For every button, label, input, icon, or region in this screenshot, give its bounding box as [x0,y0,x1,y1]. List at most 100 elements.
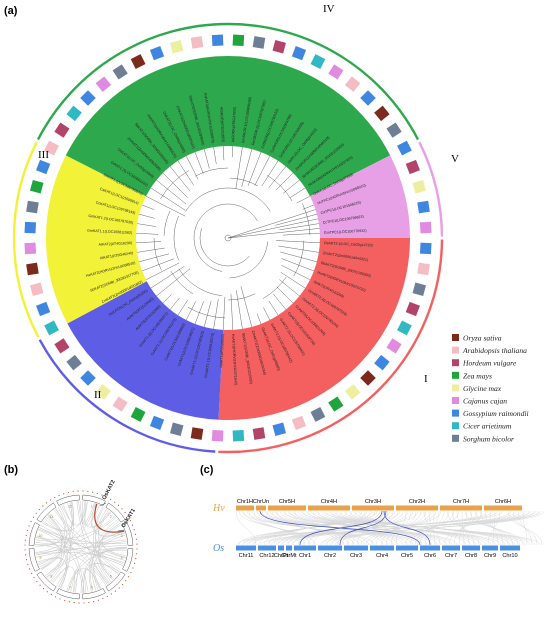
species-square [130,407,146,422]
species-square [328,64,344,80]
hv-chromosome-label: Chr2H [409,499,425,505]
tree-internal-arc [160,170,190,200]
species-square [211,429,224,442]
hv-chromosome [484,505,522,511]
synteny-link [50,501,74,582]
tree-branch [227,209,316,239]
clade-sectors [46,55,410,420]
synteny-link [38,528,126,561]
tree-branch [150,187,186,211]
tick-mark [133,529,135,531]
tree-branch [145,262,180,280]
legend-swatch [452,371,459,379]
species-square [190,427,204,440]
chromosome-ideogram [36,571,57,592]
species-square [80,370,96,386]
chromosome-label: 3 [121,534,123,538]
tree-branch [283,179,300,194]
os-chromosome-label: ChrMt [281,553,297,559]
tree-branch [278,245,319,253]
chromosome-label: 6 [91,585,93,589]
tree-branch [222,296,226,330]
leaf-label: AtKAT1(AT5G46240) [100,251,134,260]
chromosome-label: 5 [110,575,112,579]
synteny-link [235,510,257,546]
legend-swatch [452,384,459,392]
tree-branch [177,160,194,186]
synteny-link [82,501,88,525]
synteny-link [52,565,69,587]
tick-mark [38,508,40,511]
leaf-label: GmKAT1.2(LOC100797530) [88,214,133,225]
tick-mark [117,504,120,506]
hv-chromosome [256,505,266,511]
chromosome-ideogram [105,502,126,523]
legend-label: Hordeum vulgare [462,359,517,368]
tick-mark [114,501,116,503]
chromosome-label: 1 [91,504,93,508]
os-chromosome [258,545,276,551]
species-square [419,242,432,255]
species-square [412,180,426,194]
species-square [190,36,204,49]
synteny-link [62,502,74,526]
species-squares [24,34,432,442]
synteny-link [35,552,125,563]
os-chromosome-label: Chr6 [424,553,436,559]
tree-branch [162,294,172,304]
hv-chromosome [308,505,350,511]
synteny-link [49,513,109,584]
chromosome-ideogram [122,522,134,546]
tree-branch [194,152,204,174]
tree-branch [186,155,199,180]
os-chromosome [370,545,394,551]
synteny-link [35,539,127,544]
hv-chromosome-label: Chr4H [321,499,337,505]
species-square [149,46,165,61]
tick-mark [24,549,26,551]
tick-mark [63,493,65,495]
os-chromosome [462,545,480,551]
tick-mark [78,602,80,604]
clade-label-iii: III [38,149,49,161]
species-square [170,422,184,436]
species-square [54,338,70,354]
tick-mark [135,553,138,555]
tree-internal-arc [267,175,293,202]
os-chromosome-label: Chr4 [376,553,388,559]
panel-a-label: (a) [4,5,18,17]
synteny-link [423,510,441,546]
synteny-link [35,544,107,586]
tick-mark [130,571,132,574]
tick-mark [88,601,90,604]
tick-mark [59,598,61,600]
synteny-link [41,507,67,571]
panel-b-label: (b) [4,464,18,476]
species-square [360,370,376,386]
tree-branch [282,232,320,236]
synteny-link [47,514,85,593]
species-square [95,76,112,92]
species-square [397,320,412,336]
chromosome-ideogram [28,548,40,572]
tree-branch [296,196,311,204]
tick-mark [101,494,103,496]
legend-label: Zea mays [463,371,492,380]
tree-internal-arc [302,203,311,236]
legend-label: Arabidopsis thaliana [462,346,527,355]
chromosome-ideogram [56,494,80,506]
tree-branch [150,266,185,289]
tree-branch [213,299,219,329]
species-square [291,46,307,61]
chromosome-label: 2 [110,515,112,519]
tree-branch [280,251,317,263]
tick-mark [58,494,60,497]
synteny-link [39,527,108,585]
os-chromosome [396,545,418,551]
os-chromosome-label: Chr10 [502,553,517,559]
panel-c-label: (c) [200,464,214,476]
tick-mark [64,599,66,602]
chromosome-label: 10 [38,534,42,538]
species-square [24,221,37,234]
